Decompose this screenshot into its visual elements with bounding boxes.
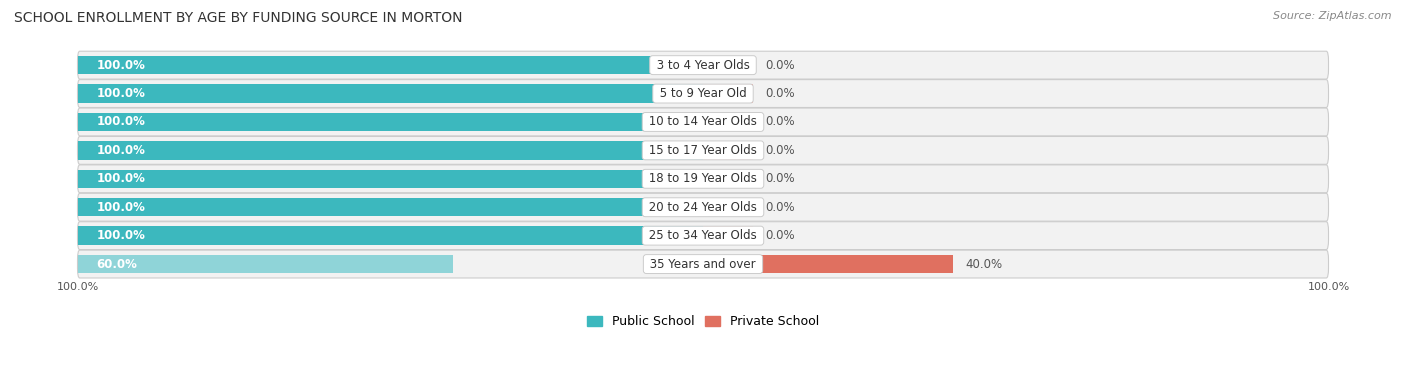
Bar xyxy=(77,84,703,103)
Bar xyxy=(77,255,453,273)
Text: 0.0%: 0.0% xyxy=(765,59,796,72)
Text: 100.0%: 100.0% xyxy=(96,87,145,100)
Bar xyxy=(77,56,703,74)
FancyBboxPatch shape xyxy=(77,80,1329,107)
Text: 100.0%: 100.0% xyxy=(96,172,145,185)
Bar xyxy=(77,198,703,217)
Text: 10 to 14 Year Olds: 10 to 14 Year Olds xyxy=(645,115,761,129)
FancyBboxPatch shape xyxy=(77,250,1329,278)
FancyBboxPatch shape xyxy=(77,222,1329,249)
Bar xyxy=(703,113,754,131)
FancyBboxPatch shape xyxy=(77,108,1329,136)
Text: 100.0%: 100.0% xyxy=(56,282,98,292)
Text: 100.0%: 100.0% xyxy=(96,115,145,129)
Text: 40.0%: 40.0% xyxy=(966,257,1002,271)
Bar xyxy=(703,198,754,217)
Text: 0.0%: 0.0% xyxy=(765,172,796,185)
Text: 0.0%: 0.0% xyxy=(765,87,796,100)
Text: 5 to 9 Year Old: 5 to 9 Year Old xyxy=(655,87,751,100)
Bar xyxy=(77,226,703,245)
Text: 100.0%: 100.0% xyxy=(96,59,145,72)
FancyBboxPatch shape xyxy=(77,51,1329,79)
Bar xyxy=(703,141,754,160)
Bar xyxy=(703,255,953,273)
Text: 18 to 19 Year Olds: 18 to 19 Year Olds xyxy=(645,172,761,185)
Text: 100.0%: 100.0% xyxy=(96,201,145,214)
Text: 25 to 34 Year Olds: 25 to 34 Year Olds xyxy=(645,229,761,242)
FancyBboxPatch shape xyxy=(77,136,1329,164)
Legend: Public School, Private School: Public School, Private School xyxy=(588,316,818,328)
FancyBboxPatch shape xyxy=(77,165,1329,193)
Text: 100.0%: 100.0% xyxy=(96,144,145,157)
Text: 100.0%: 100.0% xyxy=(96,229,145,242)
Text: 3 to 4 Year Olds: 3 to 4 Year Olds xyxy=(652,59,754,72)
Bar xyxy=(77,113,703,131)
Text: Source: ZipAtlas.com: Source: ZipAtlas.com xyxy=(1274,11,1392,21)
Bar xyxy=(703,170,754,188)
Text: 15 to 17 Year Olds: 15 to 17 Year Olds xyxy=(645,144,761,157)
Text: 20 to 24 Year Olds: 20 to 24 Year Olds xyxy=(645,201,761,214)
Text: 60.0%: 60.0% xyxy=(96,257,138,271)
Text: 0.0%: 0.0% xyxy=(765,229,796,242)
Text: 35 Years and over: 35 Years and over xyxy=(647,257,759,271)
Bar xyxy=(703,226,754,245)
Bar xyxy=(77,170,703,188)
Text: 0.0%: 0.0% xyxy=(765,115,796,129)
Text: SCHOOL ENROLLMENT BY AGE BY FUNDING SOURCE IN MORTON: SCHOOL ENROLLMENT BY AGE BY FUNDING SOUR… xyxy=(14,11,463,25)
Text: 100.0%: 100.0% xyxy=(1308,282,1350,292)
Bar xyxy=(703,84,754,103)
Text: 0.0%: 0.0% xyxy=(765,144,796,157)
FancyBboxPatch shape xyxy=(77,193,1329,221)
Bar xyxy=(703,56,754,74)
Text: 0.0%: 0.0% xyxy=(765,201,796,214)
Bar xyxy=(77,141,703,160)
